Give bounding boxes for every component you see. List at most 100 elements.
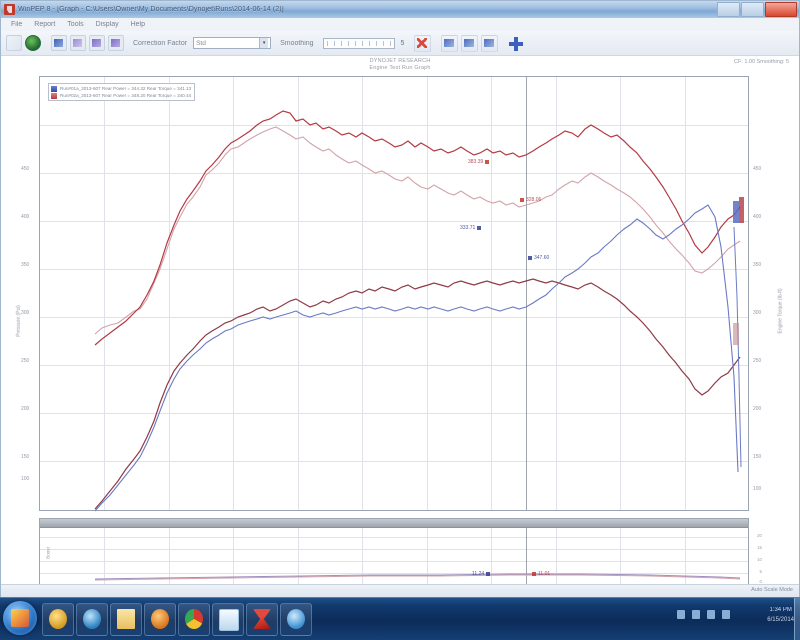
menu-item-help[interactable]: Help bbox=[130, 21, 145, 28]
boost-panel-scrollbar[interactable] bbox=[40, 519, 748, 528]
graph-canvas[interactable]: DYNOJET RESEARCH Engine Test Run Graph C… bbox=[1, 56, 799, 602]
boost-tick-0: 20 bbox=[757, 533, 762, 538]
legend-row-1: Run#01a_2013-607 Rear Power = 344.32 Rea… bbox=[51, 85, 191, 92]
menu-item-display[interactable]: Display bbox=[95, 21, 119, 28]
compare-run-button[interactable] bbox=[70, 35, 86, 51]
correction-factor-select[interactable]: Std ▾ bbox=[193, 37, 272, 49]
multi-graph-button[interactable] bbox=[108, 35, 124, 51]
maximize-button[interactable] bbox=[741, 2, 764, 17]
show-desktop-button[interactable] bbox=[794, 598, 800, 640]
boost-panel[interactable]: Boost 20 15 10 5 0 11.24 11.01 bbox=[39, 518, 762, 588]
data-label-marker-pink bbox=[520, 198, 524, 202]
boost-label-red-text: 11.01 bbox=[538, 571, 551, 577]
y-tick-right-7: 100 bbox=[753, 486, 762, 492]
boost-tick-4: 0 bbox=[759, 579, 762, 584]
delete-run-button[interactable] bbox=[414, 34, 432, 52]
data-label-power-red: 383.39 bbox=[468, 159, 490, 165]
y-tick-right-1: 400 bbox=[753, 214, 762, 220]
y-tick-right-5: 200 bbox=[753, 406, 762, 412]
end-marker-pink bbox=[733, 323, 739, 345]
data-label-power-pink-text: 328.06 bbox=[526, 197, 542, 203]
taskbar-item-browser[interactable] bbox=[280, 603, 312, 636]
chart-legend: Run#01a_2013-607 Rear Power = 344.32 Rea… bbox=[48, 83, 196, 101]
data-label-torque-red: 333.71 bbox=[460, 225, 482, 231]
application-window: WinPEP 8 - [Graph - C:\Users\Owner\My Do… bbox=[0, 0, 800, 598]
y-tick-left-6: 150 bbox=[21, 454, 30, 460]
taskbar-item-internet-explorer[interactable] bbox=[76, 603, 108, 636]
globe-icon[interactable] bbox=[25, 35, 41, 51]
plot-area[interactable]: Run#01a_2013-607 Rear Power = 344.32 Rea… bbox=[39, 76, 749, 512]
series-power-red bbox=[94, 110, 741, 346]
data-label-power-pink: 328.06 bbox=[520, 197, 541, 203]
chevron-down-icon[interactable]: ▾ bbox=[259, 38, 269, 48]
boost-marker-blue bbox=[486, 572, 491, 576]
copy-graph-button[interactable] bbox=[481, 34, 499, 52]
boost-tick-3: 5 bbox=[759, 569, 762, 574]
menu-item-tools[interactable]: Tools bbox=[67, 21, 84, 28]
tray-action-center-icon bbox=[722, 610, 730, 619]
minimize-button[interactable] bbox=[717, 2, 740, 17]
data-cursor-line[interactable] bbox=[526, 77, 527, 510]
tray-chevron-icon bbox=[677, 610, 685, 619]
tray-volume-icon bbox=[707, 610, 715, 619]
data-label-torque-blue: 347.60 bbox=[528, 255, 549, 261]
export-graph-button[interactable] bbox=[461, 34, 479, 52]
chart-header-line2: Engine Test Run Graph bbox=[369, 65, 431, 71]
end-marker-red bbox=[739, 197, 744, 223]
y-axis-right-title: Engine Torque (lb-ft) bbox=[777, 288, 784, 334]
taskbar-item-media-player[interactable] bbox=[144, 603, 176, 636]
boost-tick-1: 15 bbox=[757, 545, 762, 550]
boost-axis-title: Boost bbox=[45, 547, 51, 559]
y-tick-left-5: 200 bbox=[21, 406, 30, 412]
legend-swatch-blue bbox=[51, 85, 57, 92]
taskbar-clock[interactable]: 1:34 PM 6/15/2014 bbox=[767, 605, 794, 625]
boost-marker-red bbox=[532, 572, 536, 576]
status-bar: Auto Scale Mode bbox=[1, 584, 799, 597]
boost-cursor-line[interactable] bbox=[526, 528, 527, 587]
boost-series-blue bbox=[94, 573, 741, 580]
correction-factor-value: Std bbox=[196, 39, 206, 47]
taskbar-item-chrome[interactable] bbox=[178, 603, 210, 636]
series-torque-blue bbox=[94, 204, 739, 512]
graph-options-button[interactable] bbox=[89, 35, 105, 51]
menu-item-file[interactable]: File bbox=[11, 21, 23, 28]
boost-series-red bbox=[94, 574, 741, 581]
series-torque-red bbox=[94, 278, 741, 510]
legend-label-2: Run#02a_2013-607 Rear Power = 348.20 Rea… bbox=[60, 93, 192, 98]
title-bar: WinPEP 8 - [Graph - C:\Users\Owner\My Do… bbox=[1, 1, 799, 19]
window-title: WinPEP 8 - [Graph - C:\Users\Owner\My Do… bbox=[18, 6, 284, 13]
y-tick-left-3: 300 bbox=[21, 310, 30, 316]
end-marker-blue bbox=[733, 201, 739, 223]
taskbar-item-explorer[interactable] bbox=[42, 603, 74, 636]
close-button[interactable] bbox=[765, 2, 797, 17]
y-tick-right-6: 150 bbox=[753, 454, 762, 460]
data-label-power-red-text: 383.39 bbox=[468, 159, 484, 165]
app-icon bbox=[4, 4, 15, 15]
y-tick-right-2: 350 bbox=[753, 262, 762, 268]
smoothing-label: Smoothing bbox=[280, 39, 314, 47]
start-button[interactable] bbox=[3, 601, 37, 635]
taskbar-item-winpep[interactable] bbox=[246, 603, 278, 636]
y-tick-right-0: 450 bbox=[753, 166, 762, 172]
open-file-button[interactable] bbox=[6, 35, 22, 51]
smoothing-value: 5 bbox=[400, 39, 405, 47]
taskbar-item-document[interactable] bbox=[212, 603, 244, 636]
boost-label-blue-text: 11.24 bbox=[472, 571, 485, 577]
window-controls[interactable] bbox=[717, 2, 797, 17]
taskbar-item-folder[interactable] bbox=[110, 603, 142, 636]
system-tray[interactable] bbox=[677, 610, 730, 619]
print-graph-button[interactable] bbox=[441, 34, 459, 52]
series-power-pink bbox=[94, 126, 741, 335]
chart-header: DYNOJET RESEARCH Engine Test Run Graph bbox=[1, 58, 799, 71]
smoothing-slider[interactable] bbox=[322, 37, 395, 49]
menu-item-report[interactable]: Report bbox=[34, 21, 56, 28]
data-label-marker-red bbox=[485, 160, 490, 164]
crosshair-cursor-button[interactable] bbox=[508, 36, 524, 51]
curves-svg bbox=[94, 110, 744, 512]
toolbar: Correction Factor Std ▾ Smoothing 5 bbox=[1, 31, 799, 56]
menu-bar: File Report Tools Display Help bbox=[1, 18, 799, 32]
overlay-run-button[interactable] bbox=[51, 35, 67, 51]
y-tick-right-4: 250 bbox=[753, 358, 762, 364]
data-label-marker-blue bbox=[528, 256, 532, 260]
data-label-torque-red-text: 333.71 bbox=[460, 225, 476, 231]
